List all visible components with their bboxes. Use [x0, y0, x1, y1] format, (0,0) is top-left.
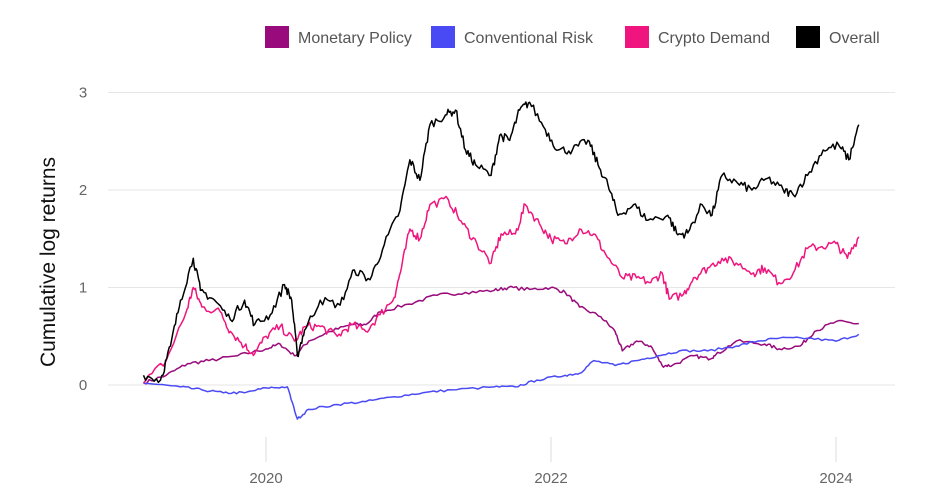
legend-label: Monetary Policy: [298, 30, 412, 47]
legend-swatch: [625, 26, 649, 48]
legend-item-crypto-demand[interactable]: Crypto Demand: [625, 26, 770, 48]
legend-label: Overall: [829, 30, 880, 47]
series-line-monetary-policy: [143, 285, 859, 385]
series-line-crypto-demand: [142, 195, 860, 384]
legend: Monetary Policy Conventional Risk Crypto D…: [265, 26, 880, 48]
x-axis-ticks: 2020 2022 2024: [249, 437, 853, 487]
legend-item-monetary-policy[interactable]: Monetary Policy: [265, 26, 412, 48]
x-tick-label: 2022: [534, 470, 567, 487]
y-axis-ticks: 0 1 2 3: [79, 85, 87, 395]
y-tick-label: 2: [79, 182, 87, 199]
y-tick-label: 3: [79, 85, 87, 102]
legend-label: Crypto Demand: [658, 30, 770, 47]
gridlines: [108, 92, 895, 386]
legend-item-conventional-risk[interactable]: Conventional Risk: [431, 26, 594, 48]
legend-swatch: [796, 26, 820, 48]
y-tick-label: 1: [79, 280, 87, 297]
legend-label: Conventional Risk: [464, 30, 594, 47]
x-tick-label: 2020: [249, 470, 282, 487]
y-tick-label: 0: [79, 377, 87, 394]
x-tick-label: 2024: [819, 470, 852, 487]
series-line-overall: [142, 101, 860, 384]
legend-swatch: [265, 26, 289, 48]
legend-swatch: [431, 26, 455, 48]
series-lines: [142, 101, 860, 420]
y-axis-title: Cumulative log returns: [37, 157, 60, 367]
series-line-conventional-risk: [143, 333, 860, 420]
legend-item-overall[interactable]: Overall: [796, 26, 880, 48]
